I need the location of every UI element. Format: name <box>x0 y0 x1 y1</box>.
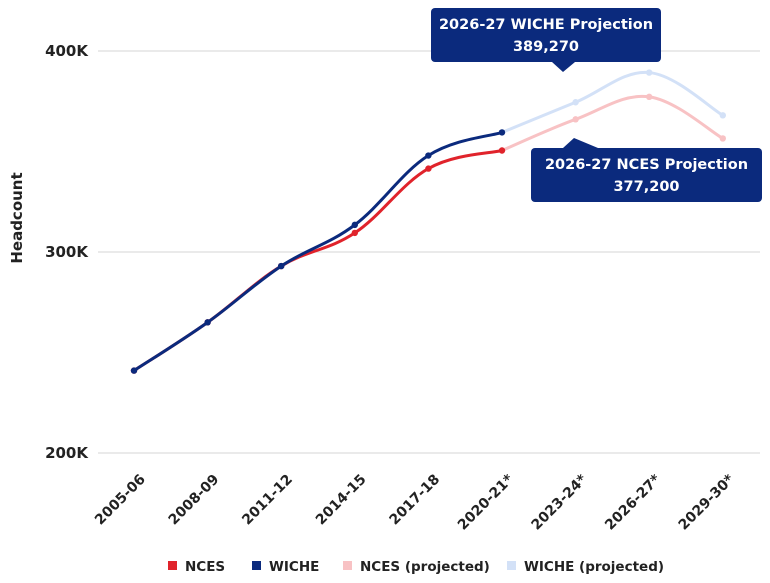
legend-label: NCES <box>185 559 225 575</box>
data-point-wiche-projected <box>572 99 579 106</box>
x-tick-label: 2023-24* <box>528 471 590 533</box>
x-tick-label: 2020-21* <box>455 471 517 533</box>
legend-label: WICHE <box>269 559 319 575</box>
series-line-nces-projected <box>500 94 725 152</box>
callout-box <box>431 8 661 62</box>
data-point-wiche-projected <box>719 112 726 119</box>
annotations: 2026-27 WICHE Projection 389,270 2026-27 N… <box>431 8 762 202</box>
callout-title: 2026-27 NCES Projection <box>545 157 748 173</box>
legend-swatch <box>252 561 261 570</box>
grid-lines <box>98 50 760 454</box>
data-point-wiche <box>351 221 358 229</box>
data-point-nces-projected <box>719 135 726 142</box>
data-point-nces <box>498 147 506 154</box>
y-axis-ticks: 200K 300K 400K <box>45 42 89 462</box>
data-point-wiche <box>278 262 285 270</box>
legend: NCES WICHE NCES (projected) WICHE (projecte… <box>168 559 664 575</box>
legend-label: WICHE (projected) <box>524 559 664 575</box>
callout-title: 2026-27 WICHE Projection <box>439 17 653 33</box>
callout-pointer <box>552 62 575 72</box>
legend-swatch <box>343 561 352 570</box>
callout-box <box>531 148 762 202</box>
callout-pointer <box>563 138 598 148</box>
y-tick-label: 400K <box>45 42 89 60</box>
series-line-wiche-projected <box>500 71 725 134</box>
data-point-nces <box>351 229 358 237</box>
callout-wiche: 2026-27 WICHE Projection 389,270 <box>431 8 661 72</box>
y-tick-label: 300K <box>45 243 89 261</box>
x-tick-label: 2017-18 <box>386 472 443 529</box>
data-point-wiche <box>498 129 506 136</box>
data-point-wiche <box>425 152 432 159</box>
callout-nces: 2026-27 NCES Projection 377,200 <box>531 138 762 202</box>
series-line-nces <box>132 148 504 373</box>
legend-swatch <box>507 561 516 570</box>
x-tick-label: 2029-30* <box>676 471 738 533</box>
y-axis-label: Headcount <box>8 172 26 263</box>
x-tick-label: 2011-12 <box>239 472 296 529</box>
x-tick-label: 2026-27* <box>602 471 664 533</box>
legend-item-nces-projected: NCES (projected) <box>343 559 490 575</box>
data-point-wiche-projected <box>646 69 653 76</box>
y-tick-label: 200K <box>45 444 89 462</box>
callout-value: 389,270 <box>513 39 579 55</box>
data-point-wiche <box>130 367 138 374</box>
legend-item-wiche-projected: WICHE (projected) <box>507 559 664 575</box>
x-tick-label: 2008-09 <box>166 472 223 529</box>
legend-swatch <box>168 561 177 570</box>
data-point-nces-projected <box>572 116 579 123</box>
legend-item-nces: NCES <box>168 559 225 575</box>
legend-label: NCES (projected) <box>360 559 490 575</box>
series-lines <box>130 69 726 374</box>
x-tick-label: 2005-06 <box>92 472 149 529</box>
x-tick-label: 2014-15 <box>313 472 370 529</box>
x-axis-ticks: 2005-06 2008-09 2011-12 2014-15 2017-18 2020-… <box>92 471 738 533</box>
callout-value: 377,200 <box>613 179 679 195</box>
data-point-wiche <box>204 319 211 326</box>
data-point-nces-projected <box>646 93 653 101</box>
data-point-nces <box>425 165 432 172</box>
legend-item-wiche: WICHE <box>252 559 319 575</box>
